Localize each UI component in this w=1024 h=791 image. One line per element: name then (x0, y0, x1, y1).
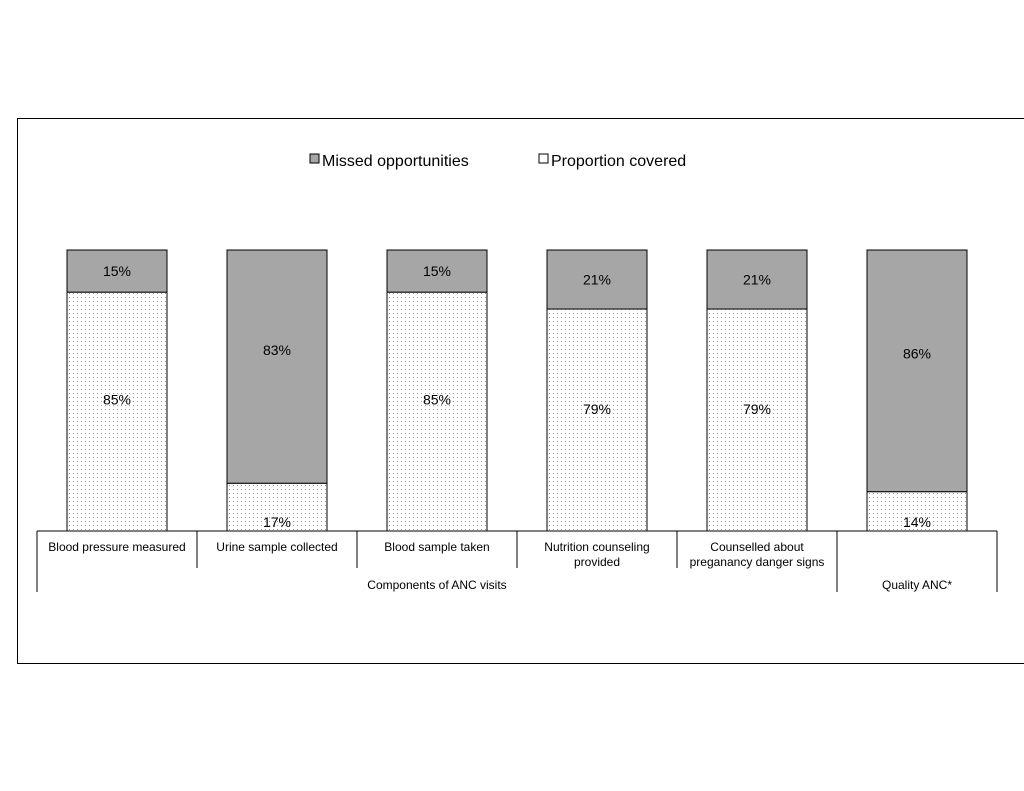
bar-covered-5 (706, 308, 808, 532)
chart-frame (17, 118, 1024, 664)
category-label-6: Quality ANC* (882, 578, 952, 592)
data-label-missed-3: 15% (423, 263, 451, 279)
data-label-missed-2: 83% (263, 342, 291, 358)
data-label-missed-5: 21% (743, 272, 771, 288)
bar-missed-6 (866, 249, 968, 493)
data-label-missed-4: 21% (583, 272, 611, 288)
bar-missed-1 (66, 249, 168, 293)
legend-label-1: Missed opportunities (322, 153, 469, 170)
bar-covered-3 (386, 291, 488, 532)
data-label-covered-3: 85% (423, 392, 451, 408)
data-label-covered-5: 79% (743, 401, 771, 417)
data-label-covered-1: 85% (103, 392, 131, 408)
category-group-label: Components of ANC visits (367, 578, 506, 592)
category-label-3: Blood sample taken (384, 540, 489, 554)
legend-label-2: Proportion covered (551, 153, 686, 170)
category-label-5: Counselled about preganancy danger signs (690, 540, 825, 569)
bar-covered-1 (66, 291, 168, 532)
data-label-missed-1: 15% (103, 263, 131, 279)
category-label-4: Nutrition counseling provided (544, 540, 649, 569)
category-label-1: Blood pressure measured (48, 540, 185, 554)
data-label-covered-6: 14% (903, 514, 931, 530)
bar-covered-2 (226, 482, 328, 532)
category-label-2: Urine sample collected (216, 540, 337, 554)
data-label-covered-4: 79% (583, 401, 611, 417)
bar-covered-6 (866, 491, 968, 532)
bar-missed-3 (386, 249, 488, 293)
legend-swatch-2 (538, 153, 549, 164)
legend-swatch-1 (309, 153, 320, 164)
data-label-covered-2: 17% (263, 514, 291, 530)
data-label-missed-6: 86% (903, 346, 931, 362)
bar-missed-4 (546, 249, 648, 310)
bar-covered-4 (546, 308, 648, 532)
bar-missed-5 (706, 249, 808, 310)
bar-missed-2 (226, 249, 328, 484)
